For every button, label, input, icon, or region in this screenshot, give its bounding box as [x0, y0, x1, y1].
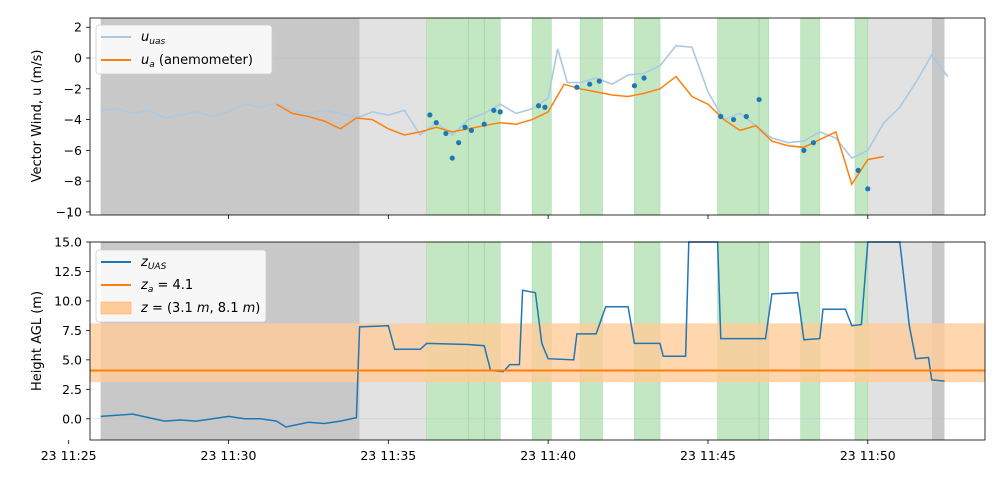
wind-axes-frame: [89, 17, 986, 216]
u-uas-sample-point: [433, 120, 439, 126]
height-band: [90, 323, 985, 383]
u-uas-sample-point: [456, 140, 462, 146]
u-uas-sample-point: [481, 121, 487, 127]
u-uas-sample-point: [810, 140, 817, 146]
series-line-u-a-anemometer-: [276, 75, 884, 186]
wind-y-tick-label: −10: [56, 204, 82, 219]
wind-y-tick-label: 0: [74, 51, 82, 66]
u-uas-sample-point: [535, 103, 542, 109]
wind-x-ticks: [68, 215, 869, 219]
wind-gray-dark-region: [931, 18, 945, 215]
legend-swatch-band: [100, 301, 132, 315]
height-y-tick-label: 15.0: [54, 235, 82, 250]
wind-y-label: Vector Wind, u (m/s): [30, 50, 45, 183]
u-uas-sample-point: [756, 96, 762, 103]
x-tick-label: 23 11:25: [41, 448, 97, 463]
height-y-tick-label: 5.0: [62, 352, 82, 367]
u-uas-sample-point: [497, 109, 503, 115]
u-uas-sample-point: [801, 147, 807, 153]
legend-label-u-uas: uuas: [141, 30, 165, 47]
wind-shading-regions: [100, 17, 945, 216]
u-uas-sample-point: [427, 112, 433, 118]
wind-green-region: [717, 17, 760, 216]
wind-green-region: [531, 17, 552, 216]
wind-y-tick-label: −8: [64, 174, 82, 189]
wind-gray-light-region: [867, 18, 932, 215]
height-y-tick-label: 0.0: [62, 411, 82, 426]
legend-label-z-a: za = 4.1: [140, 278, 193, 295]
wind-panel: 2 0 −2 −4 −6 −8 −10 Vector Wind, u (m/s) uuas …: [30, 17, 986, 219]
x-tick-label: 23 11:40: [520, 448, 576, 463]
u-uas-sample-point: [631, 83, 638, 89]
height-y-tick-label: 12.5: [54, 264, 82, 279]
wind-y-tick-label: 2: [74, 20, 82, 35]
u-uas-sample-point: [449, 155, 455, 161]
u-uas-sample-point: [542, 104, 548, 110]
wind-series: [100, 44, 949, 192]
wind-gray-light-region: [359, 18, 427, 215]
u-uas-sample-point: [468, 127, 475, 133]
wind-y-ticks: 2 0 −2 −4 −6 −8 −10: [56, 20, 90, 219]
height-series: [100, 241, 945, 428]
wind-green-region: [483, 17, 501, 216]
u-uas-sample-point: [641, 75, 647, 81]
x-tick-label: 23 11:45: [680, 448, 736, 463]
x-tick-label: 23 11:35: [360, 448, 416, 463]
wind-green-region: [800, 17, 821, 216]
series-line-z-uas: [100, 241, 945, 428]
u-uas-sample-point: [855, 167, 861, 173]
height-x-ticks: 23 11:25 23 11:30 23 11:35 23 11:40 23 11:45…: [41, 440, 896, 463]
u-uas-sample-point: [462, 124, 468, 130]
wind-green-region: [634, 17, 661, 216]
u-uas-sample-point: [743, 113, 749, 120]
u-uas-sample-point: [587, 81, 593, 87]
wind-green-region: [579, 17, 603, 216]
u-uas-sample-point: [491, 107, 497, 113]
wind-green-region: [426, 17, 469, 216]
height-y-tick-label: 7.5: [62, 323, 82, 338]
wind-green-region: [854, 17, 869, 216]
wind-y-tick-label: −6: [64, 143, 82, 158]
wind-y-tick-label: −4: [64, 112, 82, 127]
height-axes-frame: [89, 241, 986, 441]
wind-y-tick-label: −2: [64, 81, 82, 96]
height-y-ticks: 15.0 12.5 10.0 7.5 5.0 2.5 0.0: [54, 235, 90, 426]
u-uas-sample-point: [443, 130, 449, 137]
wind-green-region: [758, 17, 769, 216]
height-y-tick-label: 2.5: [62, 382, 82, 397]
x-tick-label: 23 11:30: [201, 448, 257, 463]
height-panel: 15.0 12.5 10.0 7.5 5.0 2.5 0.0 23 11:25 23 11:3…: [30, 235, 986, 463]
u-uas-sample-point: [596, 78, 602, 84]
u-uas-sample-point: [574, 84, 580, 90]
wind-legend: uuas ua (anemometer): [95, 24, 273, 75]
u-uas-sample-point: [730, 116, 737, 123]
height-y-tick-label: 10.0: [54, 293, 82, 308]
height-legend: zUAS za = 4.1 z = (3.1 m, 8.1 m): [95, 249, 267, 323]
series-line-u-uas: [100, 44, 949, 160]
u-uas-sample-point: [865, 186, 871, 192]
legend-label-u-a: ua (anemometer): [141, 53, 253, 70]
legend-label-z-uas: zUAS: [140, 255, 167, 272]
height-y-label: Height AGL (m): [30, 291, 45, 391]
x-tick-label: 23 11:50: [840, 448, 896, 463]
u-uas-sample-point: [718, 113, 724, 120]
legend-label-band: z = (3.1 m, 8.1 m): [140, 301, 260, 316]
